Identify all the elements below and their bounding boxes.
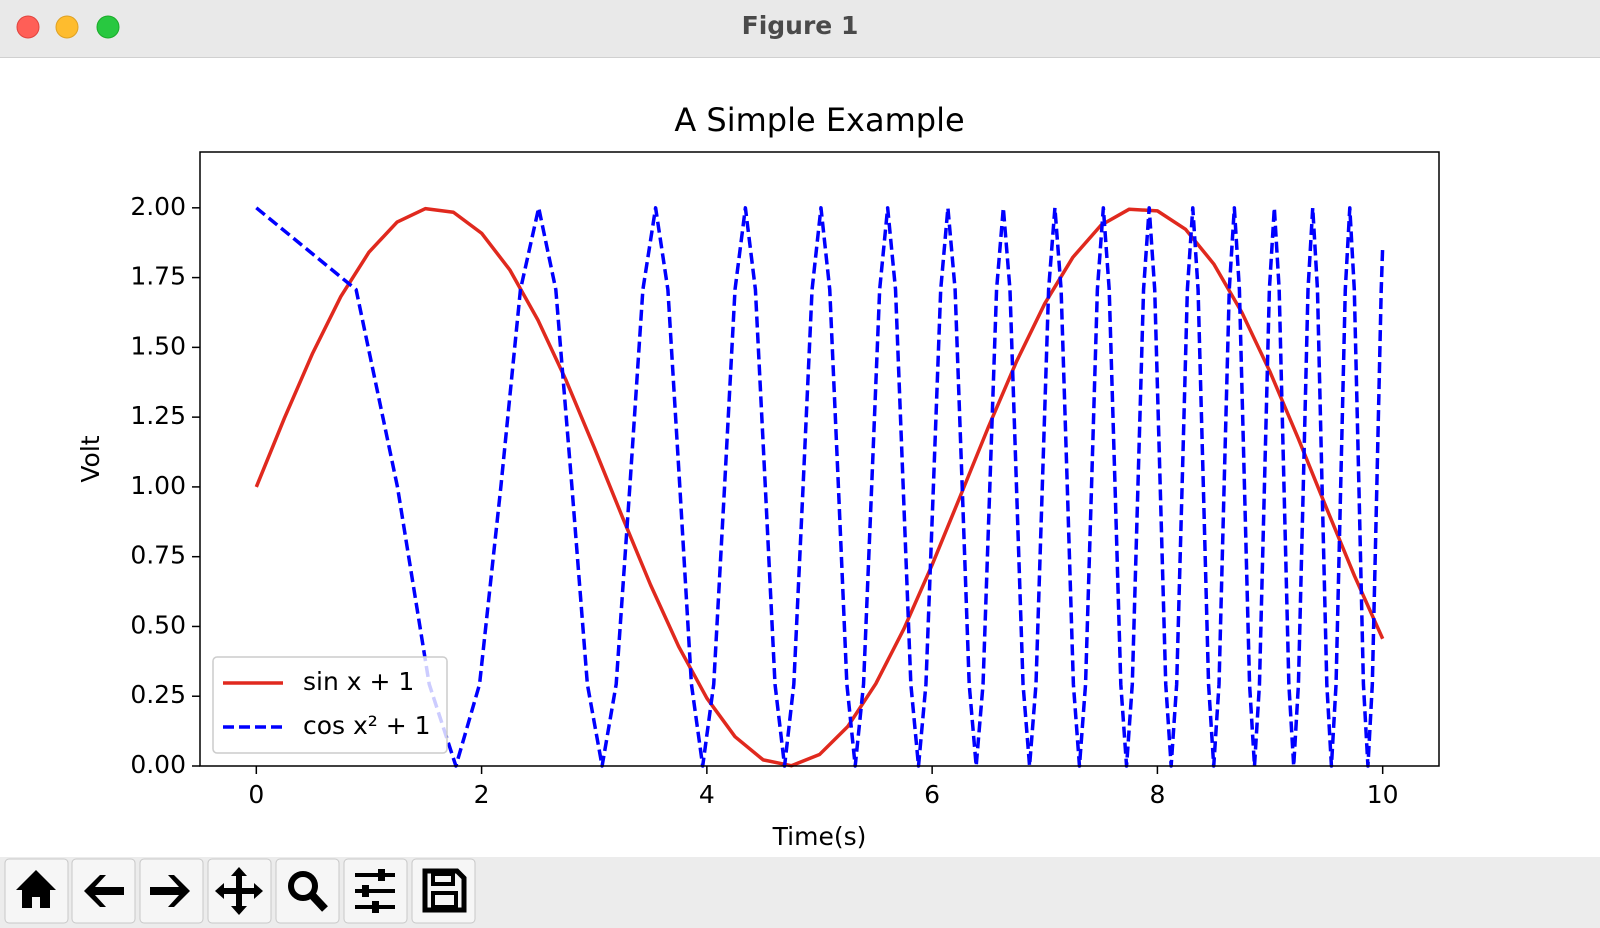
slider-knob [372,901,379,913]
x-tick-label: 10 [1367,780,1399,809]
y-tick-label: 2.00 [130,192,186,221]
y-tick-label: 0.25 [130,680,186,709]
home-icon [16,870,56,908]
zoom-icon-handle [308,891,328,912]
zoom-icon [288,871,318,901]
legend-label: sin x + 1 [303,667,414,696]
y-tick-label: 1.50 [130,331,186,360]
y-tick-label: 0.50 [130,610,186,639]
y-axis-label: Volt [76,435,105,482]
legend-label: cos x² + 1 [303,711,431,740]
x-axis-label: Time(s) [772,822,867,851]
zoom-button[interactable] [96,15,120,39]
legend [212,656,448,754]
pan-icon [215,867,263,915]
y-tick-label: 1.75 [130,262,186,291]
save-icon-label [431,872,455,886]
slider-knob [378,869,385,881]
y-tick-label: 1.25 [130,401,186,430]
plot: A Simple Example Time(s) Volt 0 2 4 6 8 10 0.00 0.… [76,101,1440,851]
y-tick-label: 1.00 [130,471,186,500]
x-tick-label: 4 [699,780,715,809]
chart-title: A Simple Example [674,101,964,139]
toolbar-buttons [4,858,476,924]
x-tick-label: 0 [248,780,264,809]
title-bar [0,0,1600,58]
axes-frame [199,151,1440,767]
x-tick-label: 8 [1149,780,1165,809]
y-tick-label: 0.00 [130,750,186,779]
minimize-button[interactable] [55,15,79,39]
x-tick-label: 2 [474,780,490,809]
window-title: Figure 1 [742,11,859,40]
back-icon [84,875,124,907]
x-tick-label: 6 [924,780,940,809]
slider-knob [362,885,369,897]
y-tick-label: 0.75 [130,541,186,570]
close-button[interactable] [16,15,40,39]
zoom-tool-button[interactable] [275,858,340,924]
save-icon [422,868,467,913]
forward-icon [150,875,190,907]
series-line [255,206,1385,768]
save-icon-slot [431,891,458,909]
